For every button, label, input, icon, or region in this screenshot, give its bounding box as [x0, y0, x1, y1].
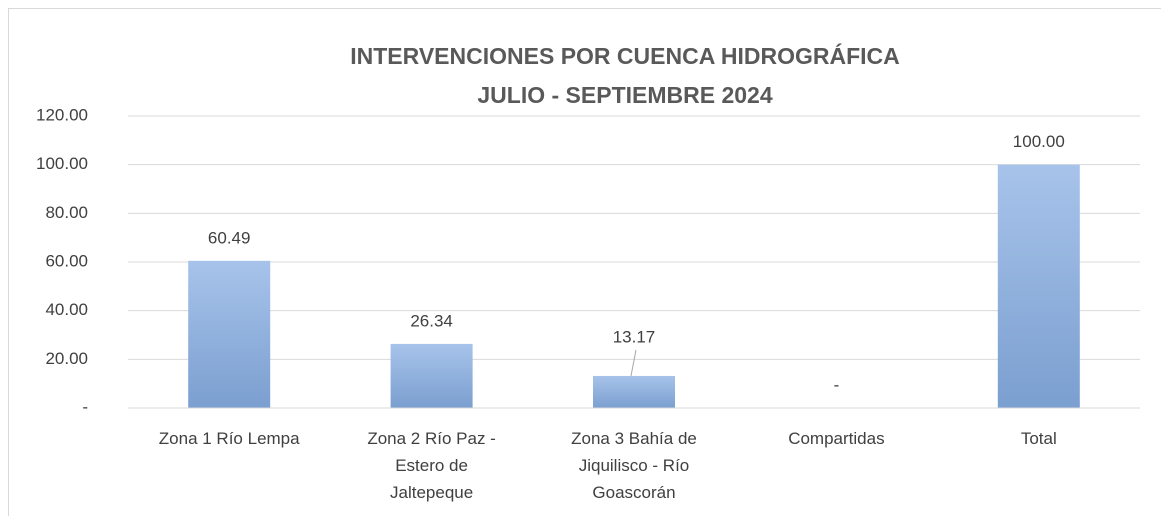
data-label: - — [834, 375, 840, 394]
x-tick-label: Zona 1 Río Lempa — [159, 429, 300, 448]
bar — [593, 375, 675, 408]
data-label: 26.34 — [410, 311, 453, 330]
y-tick-label: 80.00 — [45, 203, 88, 222]
x-tick-label: Zona 3 Bahía de Jiquilisco - Río Goascorán — [571, 429, 697, 502]
x-tick-label: Compartidas — [788, 429, 884, 448]
chart-title: INTERVENCIONES POR CUENCA HIDROGRÁFICA — [350, 42, 899, 69]
y-tick-label: 20.00 — [45, 349, 88, 368]
data-label: 13.17 — [613, 327, 656, 346]
y-tick-label: - — [82, 397, 88, 416]
bar — [997, 164, 1080, 408]
y-tick-label: 60.00 — [45, 251, 88, 270]
chart-frame — [8, 8, 1161, 516]
data-label: 60.49 — [208, 228, 251, 247]
bar — [188, 260, 271, 408]
bar — [390, 343, 473, 408]
y-tick-label: 120.00 — [36, 105, 88, 124]
data-label: 100.00 — [1013, 132, 1065, 151]
x-tick-label: Zona 2 Río Paz -Estero de Jaltepeque — [367, 429, 496, 502]
leader-line — [630, 349, 637, 377]
y-tick-label: 100.00 — [36, 154, 88, 173]
x-tick-label: Total — [1021, 429, 1057, 448]
y-tick-label: 40.00 — [45, 300, 88, 319]
chart-subtitle: JULIO - SEPTIEMBRE 2024 — [477, 82, 772, 108]
